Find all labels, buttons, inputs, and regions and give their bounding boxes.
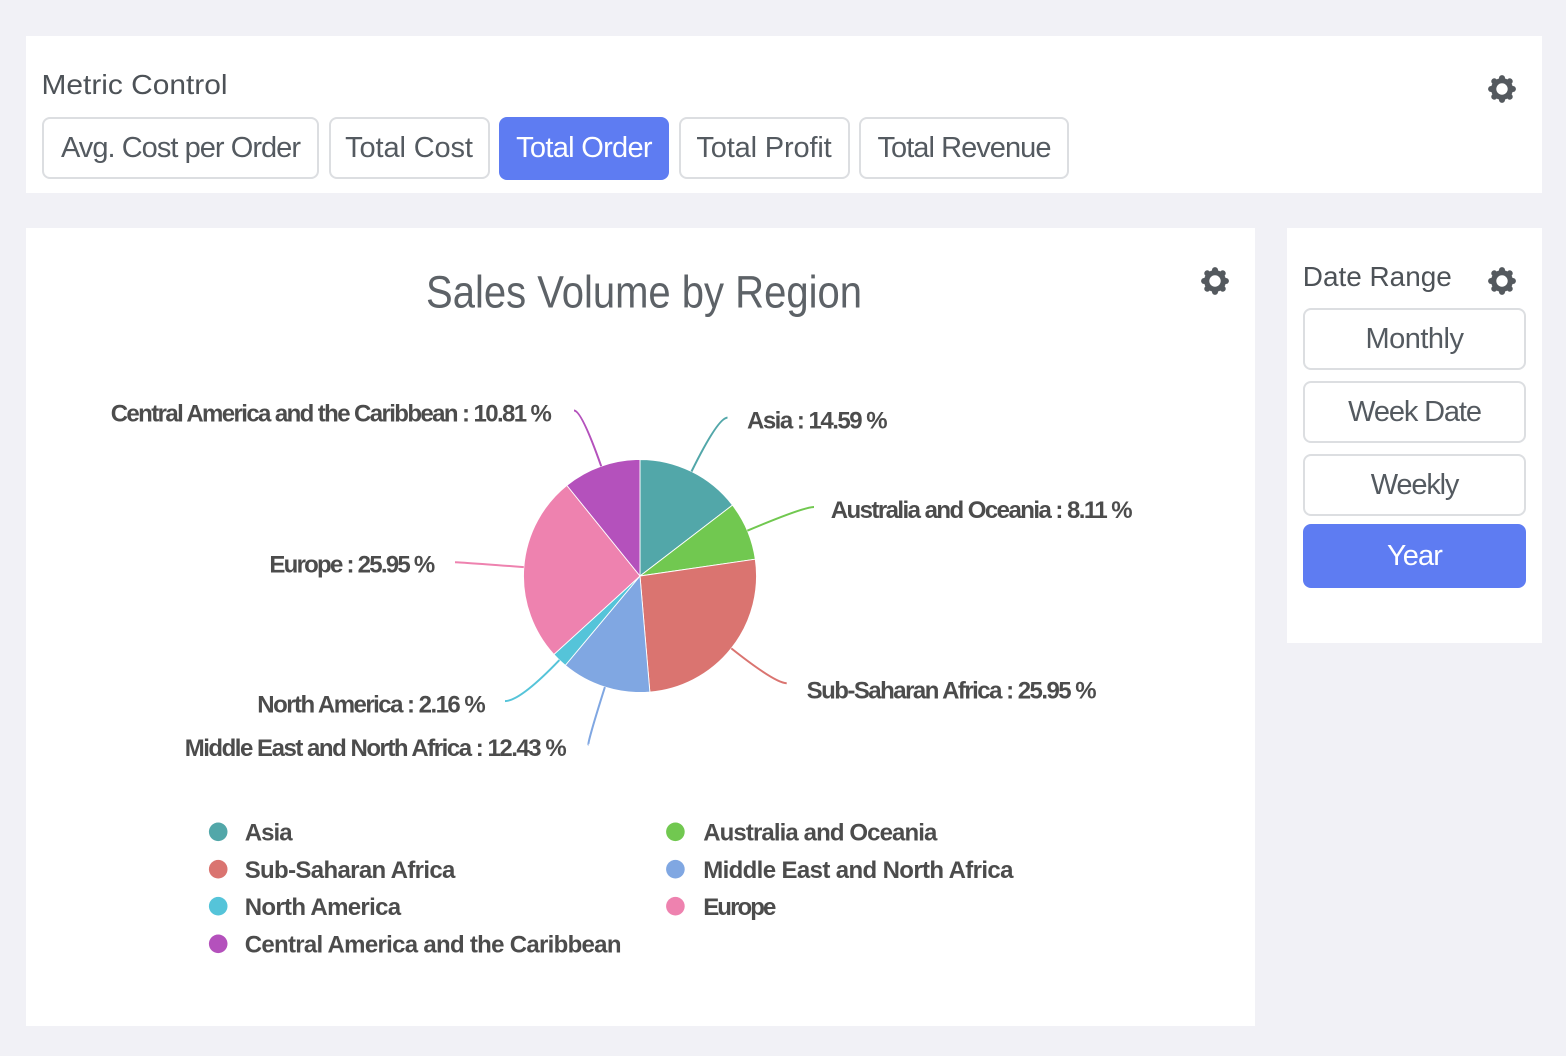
svg-text:Europe: Europe: [703, 894, 776, 921]
svg-text:Middle East and North Africa :: Middle East and North Africa : 12.43 %: [185, 735, 567, 762]
svg-text:Asia : 14.59 %: Asia : 14.59 %: [747, 408, 888, 435]
svg-text:Australia and Oceania: Australia and Oceania: [703, 820, 938, 847]
svg-text:North America : 2.16 %: North America : 2.16 %: [257, 691, 485, 718]
svg-text:Sub-Saharan Africa : 25.95 %: Sub-Saharan Africa : 25.95 %: [807, 678, 1097, 705]
svg-text:Sub-Saharan Africa: Sub-Saharan Africa: [245, 857, 456, 884]
svg-text:Sales Volume by Region: Sales Volume by Region: [426, 267, 862, 318]
svg-text:Central America and the Caribb: Central America and the Caribbean : 10.8…: [111, 401, 552, 428]
svg-text:North America: North America: [245, 894, 402, 921]
svg-text:Metric Control: Metric Control: [42, 69, 228, 100]
svg-text:Asia: Asia: [245, 820, 294, 847]
svg-text:Date Range: Date Range: [1303, 261, 1452, 292]
svg-text:Central America and the Caribb: Central America and the Caribbean: [245, 932, 622, 959]
svg-text:Australia and Oceania : 8.11 %: Australia and Oceania : 8.11 %: [831, 497, 1133, 524]
svg-text:Europe : 25.95 %: Europe : 25.95 %: [269, 552, 435, 579]
svg-text:Middle East and North Africa: Middle East and North Africa: [703, 857, 1014, 884]
